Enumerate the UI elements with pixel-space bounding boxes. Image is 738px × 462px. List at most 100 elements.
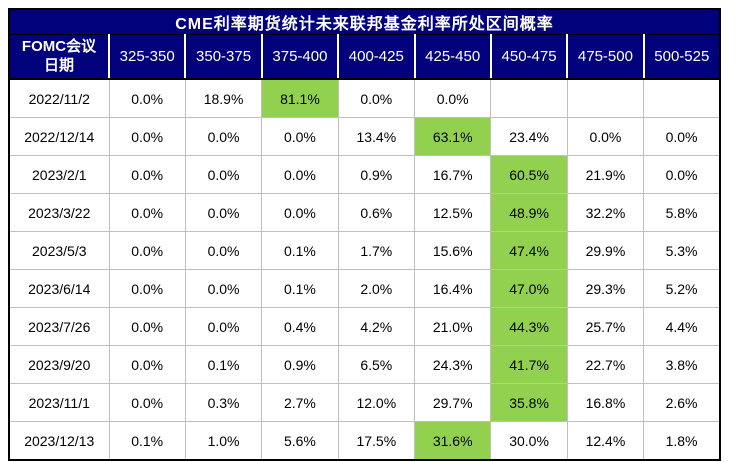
probability-cell: 15.6%: [413, 231, 492, 270]
column-header-400-425: 400-425: [337, 34, 415, 80]
probability-cell: 0.0%: [184, 117, 263, 156]
probability-cell: 0.6%: [337, 193, 416, 232]
probability-cell: 0.0%: [184, 269, 263, 308]
column-header-375-400: 375-400: [260, 34, 339, 80]
probability-cell: 22.7%: [566, 345, 645, 384]
probability-cell: 0.0%: [108, 269, 186, 308]
column-header-475-500: 475-500: [566, 34, 644, 80]
probability-cell: 0.0%: [108, 117, 186, 156]
table-row: 2023/2/1 0.0% 0.0% 0.0% 0.9% 16.7% 60.5% 21.9% 0…: [8, 155, 721, 194]
probability-cell: 0.1%: [108, 421, 186, 461]
probability-cell: [490, 78, 568, 118]
probability-cell: 32.2%: [566, 193, 645, 232]
fomc-date-cell: 2023/2/1: [8, 155, 110, 194]
probability-cell-highlighted: 35.8%: [490, 383, 568, 422]
table-row: 2023/3/22 0.0% 0.0% 0.0% 0.6% 12.5% 48.9% 32.2%…: [8, 193, 721, 232]
probability-cell: 0.1%: [261, 269, 339, 308]
probability-cell: 0.0%: [261, 193, 339, 232]
column-header-500-525: 500-525: [642, 34, 720, 80]
column-header-450-475: 450-475: [489, 34, 568, 80]
probability-cell: 4.2%: [337, 307, 416, 346]
probability-cell: 0.1%: [261, 231, 339, 270]
column-header-350-375: 350-375: [184, 34, 262, 80]
probability-cell: 13.4%: [337, 117, 416, 156]
probability-cell: 0.0%: [643, 155, 721, 194]
probability-cell: 5.8%: [643, 193, 721, 232]
rate-probability-table: CME利率期货统计未来联邦基金利率所处区间概率 FOMC会议 日期 325-35…: [8, 8, 721, 461]
probability-cell: 0.0%: [108, 307, 186, 346]
probability-cell: 30.0%: [490, 421, 568, 461]
probability-cell: 0.0%: [413, 78, 492, 118]
fomc-date-cell: 2022/12/14: [8, 117, 110, 156]
probability-cell: 16.7%: [413, 155, 492, 194]
probability-cell: 12.0%: [337, 383, 416, 422]
probability-cell: 1.0%: [184, 421, 263, 461]
fomc-date-cell: 2023/5/3: [8, 231, 110, 270]
probability-cell: 1.7%: [337, 231, 416, 270]
table-title: CME利率期货统计未来联邦基金利率所处区间概率: [9, 9, 720, 35]
probability-cell: 0.4%: [261, 307, 339, 346]
probability-cell: 0.0%: [108, 231, 186, 270]
probability-cell: 16.4%: [413, 269, 492, 308]
fomc-date-cell: 2022/11/2: [8, 78, 110, 118]
probability-cell: 0.0%: [337, 78, 416, 118]
table-row: 2022/12/14 0.0% 0.0% 0.0% 13.4% 63.1% 23.4% 0.0…: [8, 117, 721, 156]
probability-cell: 29.3%: [566, 269, 645, 308]
table-row: 2023/11/1 0.0% 0.3% 2.7% 12.0% 29.7% 35.8% 16.8…: [8, 383, 721, 422]
probability-cell: 16.8%: [566, 383, 645, 422]
fomc-date-cell: 2023/12/13: [8, 421, 110, 461]
table-row: 2023/9/20 0.0% 0.1% 0.9% 6.5% 24.3% 41.7% 22.7%…: [8, 345, 721, 384]
probability-cell: 29.9%: [566, 231, 645, 270]
probability-cell: 12.5%: [413, 193, 492, 232]
probability-cell: 0.0%: [184, 307, 263, 346]
probability-cell: 0.0%: [261, 117, 339, 156]
probability-cell-highlighted: 81.1%: [261, 78, 339, 118]
probability-cell-highlighted: 31.6%: [413, 421, 492, 461]
probability-cell: 0.9%: [337, 155, 416, 194]
column-header-fomc-date: FOMC会议 日期: [9, 34, 109, 80]
table-row: 2022/11/2 0.0% 18.9% 81.1% 0.0% 0.0%: [8, 78, 721, 118]
table-title-row: CME利率期货统计未来联邦基金利率所处区间概率: [9, 9, 720, 35]
probability-cell-highlighted: 47.4%: [490, 231, 568, 270]
table-row: 2023/5/3 0.0% 0.0% 0.1% 1.7% 15.6% 47.4% 29.9% 5…: [8, 231, 721, 270]
probability-cell: 2.7%: [261, 383, 339, 422]
probability-cell: 0.0%: [184, 155, 263, 194]
probability-cell: 2.0%: [337, 269, 416, 308]
fomc-date-cell: 2023/6/14: [8, 269, 110, 308]
probability-cell: 25.7%: [566, 307, 645, 346]
probability-cell-highlighted: 41.7%: [490, 345, 568, 384]
probability-cell: 5.6%: [261, 421, 339, 461]
probability-cell: 0.0%: [184, 231, 263, 270]
probability-cell: 0.0%: [643, 117, 721, 156]
probability-cell: 12.4%: [566, 421, 645, 461]
probability-cell: 0.0%: [108, 155, 186, 194]
table-row: 2023/6/14 0.0% 0.0% 0.1% 2.0% 16.4% 47.0% 29.3%…: [8, 269, 721, 308]
probability-cell: 21.0%: [413, 307, 492, 346]
fomc-header-line2: 日期: [43, 56, 74, 74]
column-header-row: FOMC会议 日期 325-350 350-375 375-400 400-425 42…: [9, 34, 720, 80]
probability-cell: 2.6%: [643, 383, 721, 422]
probability-cell: 18.9%: [184, 78, 263, 118]
probability-cell: [643, 78, 721, 118]
probability-cell: 0.0%: [108, 345, 186, 384]
probability-cell: [566, 78, 645, 118]
probability-cell-highlighted: 44.3%: [490, 307, 568, 346]
probability-cell: 0.3%: [184, 383, 263, 422]
table-row: 2023/7/26 0.0% 0.0% 0.4% 4.2% 21.0% 44.3% 25.7%…: [8, 307, 721, 346]
probability-cell: 0.0%: [566, 117, 645, 156]
probability-cell: 0.0%: [108, 383, 186, 422]
probability-cell: 5.3%: [643, 231, 721, 270]
probability-cell: 17.5%: [337, 421, 416, 461]
probability-cell: 23.4%: [490, 117, 568, 156]
probability-cell: 6.5%: [337, 345, 416, 384]
probability-cell: 5.2%: [643, 269, 721, 308]
fomc-date-cell: 2023/7/26: [8, 307, 110, 346]
probability-cell-highlighted: 63.1%: [413, 117, 492, 156]
probability-cell: 24.3%: [413, 345, 492, 384]
probability-cell: 0.0%: [184, 193, 263, 232]
probability-cell: 0.1%: [184, 345, 263, 384]
fomc-header-line1: FOMC会议: [21, 37, 97, 55]
probability-cell: 4.4%: [643, 307, 721, 346]
probability-cell-highlighted: 60.5%: [490, 155, 568, 194]
